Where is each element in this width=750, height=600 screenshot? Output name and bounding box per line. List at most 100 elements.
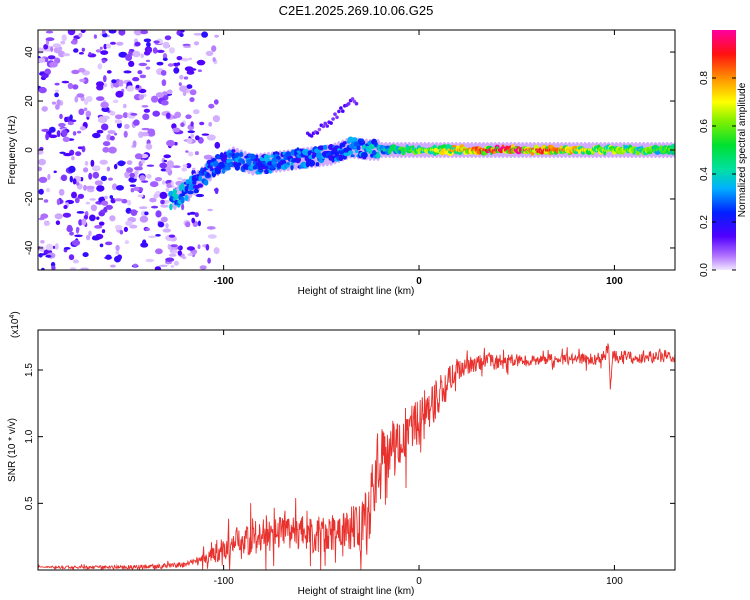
- noise-blob: [138, 206, 148, 210]
- noise-blob: [156, 49, 165, 54]
- noise-blob: [145, 143, 153, 150]
- noise-blob: [83, 107, 88, 112]
- noise-blob: [172, 165, 181, 169]
- noise-blob: [102, 141, 111, 147]
- snr-ylabel: SNR (10 * v/v): [7, 418, 18, 482]
- y-tick-label: 1.0: [24, 429, 35, 443]
- colorbar-tick-label: 0.0: [699, 263, 710, 277]
- noise-blob: [102, 146, 110, 153]
- noise-blob: [88, 52, 92, 56]
- noise-blob: [38, 47, 45, 54]
- noise-blob: [149, 181, 159, 188]
- noise-blob: [132, 77, 140, 82]
- noise-blob: [62, 212, 71, 218]
- noise-blob: [68, 254, 75, 261]
- noise-blob: [199, 265, 207, 270]
- noise-blob: [130, 113, 138, 116]
- noise-blob: [166, 160, 174, 168]
- noise-blob: [114, 255, 121, 263]
- branch-point: [354, 101, 359, 106]
- noise-blob: [38, 158, 46, 166]
- colorbar-gradient: [712, 30, 736, 270]
- ridge-point: [368, 148, 373, 154]
- branch-point: [333, 112, 337, 116]
- noise-blob: [58, 122, 66, 128]
- noise-blob: [115, 251, 120, 255]
- noise-blob: [125, 220, 133, 226]
- colorbar-tick-label: 0.6: [699, 119, 710, 133]
- noise-blob: [155, 248, 163, 255]
- noise-blob: [67, 82, 74, 90]
- noise-blob: [186, 246, 195, 251]
- noise-blob: [92, 235, 97, 240]
- noise-blob: [129, 224, 138, 229]
- noise-blob: [83, 167, 89, 173]
- noise-blob: [74, 197, 80, 204]
- noise-blob: [113, 163, 118, 170]
- noise-blob: [170, 244, 178, 248]
- noise-blob: [54, 89, 60, 93]
- noise-blob: [89, 198, 96, 201]
- noise-blob: [154, 266, 162, 270]
- noise-blob: [101, 59, 106, 64]
- noise-blob: [78, 219, 83, 226]
- noise-blob: [183, 45, 192, 48]
- noise-blob: [197, 244, 201, 249]
- noise-blob: [185, 150, 189, 153]
- noise-blob: [172, 62, 179, 67]
- noise-blob: [167, 243, 171, 250]
- noise-blob: [180, 122, 185, 128]
- noise-blob: [162, 228, 171, 233]
- noise-blob: [88, 172, 93, 180]
- noise-blob: [147, 128, 155, 135]
- noise-blob: [205, 244, 210, 251]
- noise-blob: [141, 105, 149, 108]
- branch-point: [339, 106, 343, 110]
- noise-blob: [74, 234, 83, 238]
- ridge-point: [169, 203, 173, 211]
- noise-blob: [167, 63, 174, 67]
- ridge-point: [362, 156, 367, 160]
- noise-blob: [194, 151, 199, 156]
- noise-blob: [92, 132, 101, 139]
- noise-blob: [111, 183, 118, 191]
- noise-blob: [94, 180, 103, 186]
- noise-blob: [38, 253, 43, 258]
- noise-blob: [101, 229, 106, 234]
- noise-blob: [123, 226, 128, 232]
- noise-blob: [124, 240, 129, 245]
- noise-blob: [126, 160, 133, 166]
- noise-blob: [100, 175, 107, 182]
- noise-blob: [206, 226, 216, 230]
- ridge-point: [360, 151, 368, 159]
- noise-blob: [139, 175, 146, 181]
- noise-blob: [83, 214, 89, 220]
- noise-blob: [192, 167, 196, 171]
- noise-blob: [148, 235, 157, 238]
- noise-blob: [174, 111, 182, 119]
- noise-blob: [96, 129, 104, 134]
- noise-blob: [207, 257, 211, 264]
- noise-blob: [177, 250, 182, 256]
- noise-blob: [142, 113, 150, 121]
- noise-blob: [71, 69, 80, 75]
- noise-blob: [166, 89, 173, 95]
- noise-blob: [41, 73, 49, 79]
- ridge-point: [290, 162, 294, 166]
- noise-blob: [146, 174, 152, 179]
- noise-blob: [109, 195, 114, 199]
- noise-blob: [54, 243, 59, 250]
- ridge-point: [255, 154, 259, 159]
- noise-blob: [144, 211, 149, 216]
- noise-blob: [77, 193, 85, 199]
- noise-blob: [58, 188, 65, 196]
- snr-scale-label: (x104): [9, 311, 21, 338]
- snr-panel: -100 0 100 0.5 1.0 1.5 Height of straight lin…: [7, 311, 676, 597]
- noise-blob: [190, 133, 195, 139]
- noise-blob: [124, 171, 130, 179]
- noise-blob: [185, 114, 192, 119]
- noise-blob: [83, 98, 89, 105]
- noise-blob: [77, 130, 82, 134]
- ridge-point: [303, 150, 309, 155]
- noise-blob: [82, 77, 89, 84]
